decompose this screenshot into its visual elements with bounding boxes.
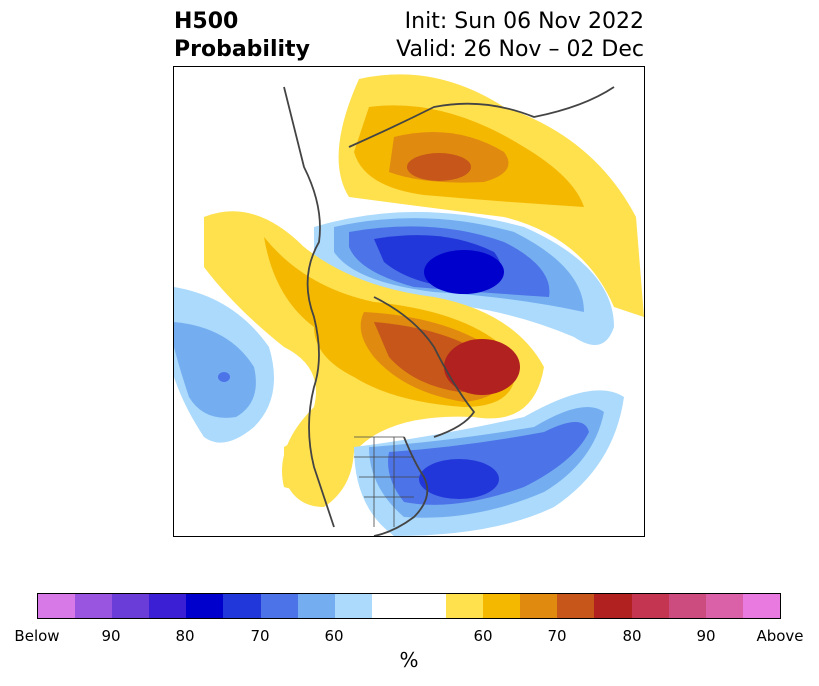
- anomaly-above-eurasia: [338, 74, 644, 317]
- map-canvas: [174, 74, 644, 536]
- colorbar-swatch: [557, 594, 595, 618]
- probability-colorbar: [37, 593, 781, 619]
- tick-above: Above: [756, 627, 804, 645]
- colorbar-swatch: [446, 594, 484, 618]
- tick-above-60: 60: [473, 627, 493, 645]
- colorbar-swatch: [334, 594, 372, 618]
- greenland-coast: [373, 296, 476, 438]
- eurasia-coast: [348, 86, 615, 148]
- atlantic-core: [419, 459, 499, 499]
- map-title: H500 Probability: [174, 8, 310, 64]
- colorbar-swatch: [297, 594, 335, 618]
- colorbar-unit: %: [399, 648, 419, 672]
- tick-above-70: 70: [547, 627, 567, 645]
- probability-map: [173, 66, 645, 537]
- colorbar-swatch: [742, 594, 780, 618]
- coastlines: [283, 86, 615, 536]
- pacific-sky-blue: [174, 322, 256, 418]
- valid-range: Valid: 26 Nov – 02 Dec: [396, 37, 644, 62]
- colorbar-swatch: [408, 594, 447, 618]
- anomaly-above-greenland: [204, 211, 544, 490]
- eurasia-core: [407, 153, 471, 181]
- colorbar-swatch: [149, 594, 187, 618]
- tick-below-70: 70: [250, 627, 270, 645]
- colorbar-swatch: [520, 594, 558, 618]
- colorbar-swatch: [371, 594, 409, 618]
- colorbar-swatch: [112, 594, 150, 618]
- west-us-yellow: [284, 434, 354, 507]
- tick-above-90: 90: [696, 627, 716, 645]
- init-date: Init: Sun 06 Nov 2022: [404, 9, 644, 34]
- colorbar-swatch: [260, 594, 298, 618]
- arctic-core: [424, 250, 504, 294]
- west-coast: [283, 86, 335, 528]
- colorbar-swatch: [38, 594, 76, 618]
- colorbar-swatch: [75, 594, 113, 618]
- product-label: Probability: [174, 37, 310, 62]
- pacific-core: [218, 372, 230, 382]
- east-coast: [373, 436, 429, 536]
- colorbar-swatch: [223, 594, 261, 618]
- tick-below-60: 60: [324, 627, 344, 645]
- colorbar-swatch: [631, 594, 669, 618]
- colorbar-swatch: [186, 594, 224, 618]
- anomaly-below-pacific: [174, 287, 274, 443]
- anomaly-above-west-us: [284, 434, 354, 507]
- variable-label: H500: [174, 9, 239, 34]
- tick-below-80: 80: [175, 627, 195, 645]
- colorbar-swatch: [668, 594, 706, 618]
- tick-below: Below: [14, 627, 60, 645]
- tick-above-80: 80: [622, 627, 642, 645]
- colorbar-swatch: [594, 594, 632, 618]
- anomaly-below-arctic: [314, 212, 614, 345]
- state-boundaries: [354, 436, 419, 527]
- colorbar-swatch: [705, 594, 743, 618]
- colorbar-swatch: [483, 594, 521, 618]
- tick-below-90: 90: [101, 627, 121, 645]
- forecast-dates: Init: Sun 06 Nov 2022 Valid: 26 Nov – 02…: [396, 8, 644, 64]
- greenland-core: [444, 339, 520, 395]
